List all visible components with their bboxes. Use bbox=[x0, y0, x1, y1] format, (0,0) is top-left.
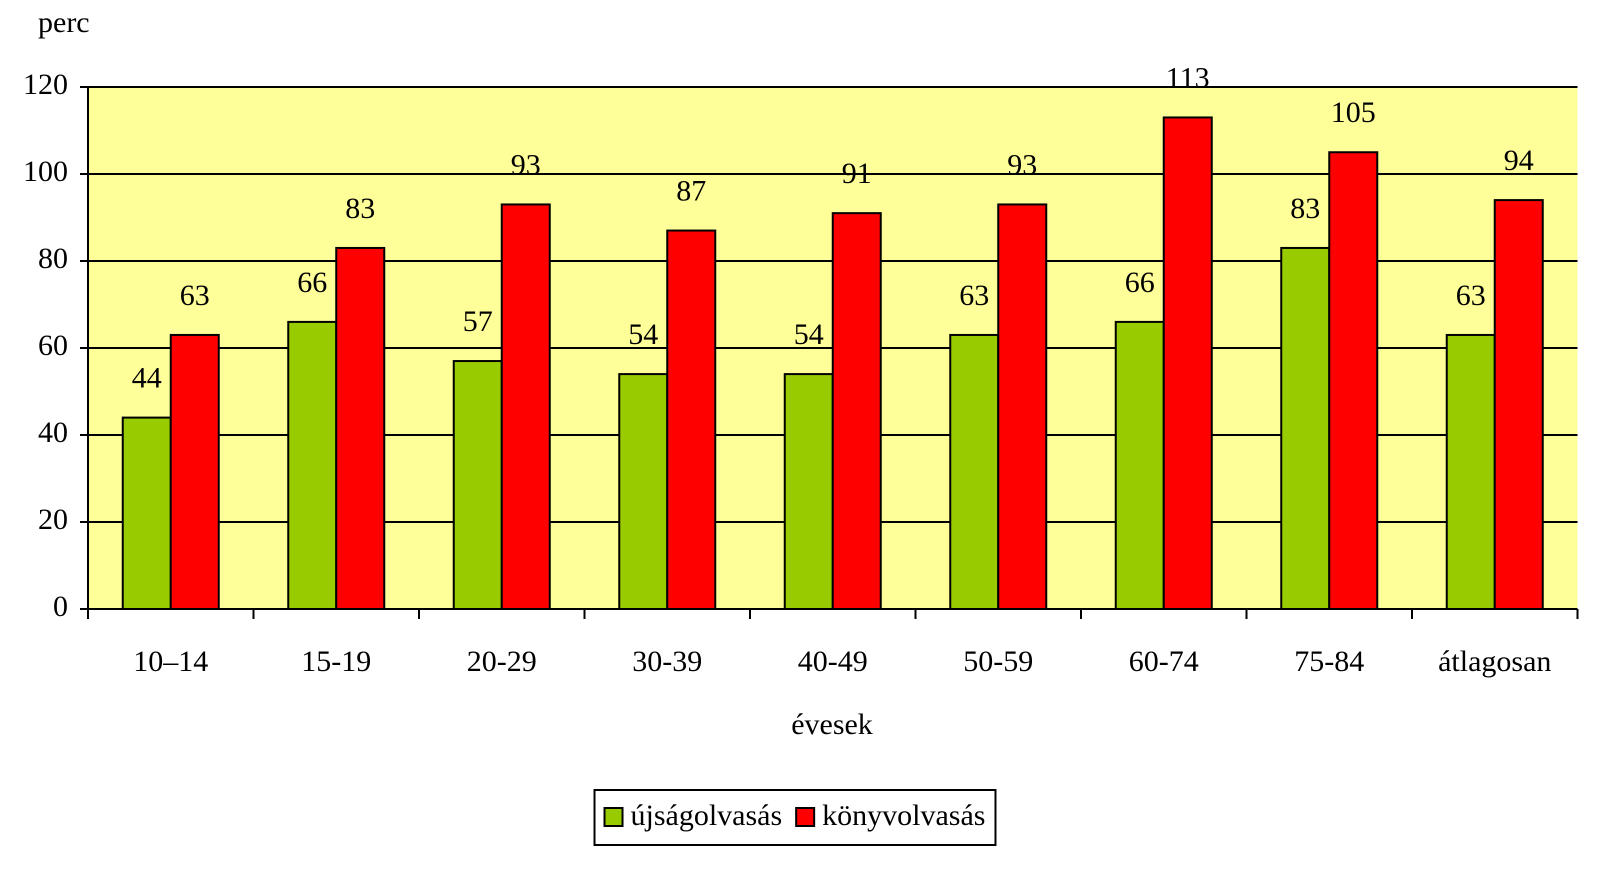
data-label: 54 bbox=[794, 318, 824, 351]
bar bbox=[618, 373, 669, 610]
data-label: 113 bbox=[1166, 61, 1210, 94]
y-tick-label: 100 bbox=[23, 155, 68, 188]
bar bbox=[831, 212, 882, 610]
data-label: 83 bbox=[1290, 192, 1320, 225]
y-tick-label: 120 bbox=[23, 68, 68, 101]
data-label: 63 bbox=[1456, 279, 1486, 312]
bar bbox=[1493, 199, 1544, 610]
y-tick-label: 20 bbox=[38, 503, 68, 536]
bar bbox=[335, 246, 386, 610]
bar bbox=[666, 229, 717, 611]
data-label: 66 bbox=[1125, 266, 1155, 299]
legend-swatch bbox=[795, 807, 816, 827]
data-label: 91 bbox=[842, 157, 872, 190]
data-label: 63 bbox=[959, 279, 989, 312]
bar bbox=[1445, 333, 1496, 610]
legend-label: könyvolvasás bbox=[822, 799, 985, 832]
x-tick-label: átlagosan bbox=[1438, 645, 1551, 678]
bar bbox=[287, 320, 338, 610]
y-tick-label: 0 bbox=[53, 590, 68, 623]
data-label: 63 bbox=[180, 279, 210, 312]
bar bbox=[1280, 246, 1331, 610]
y-axis-label: perc bbox=[38, 6, 90, 39]
bar bbox=[169, 333, 220, 610]
x-tick-label: 10–14 bbox=[133, 645, 208, 678]
bar bbox=[997, 203, 1048, 610]
bar bbox=[949, 333, 1000, 610]
x-tick-label: 15-19 bbox=[301, 645, 371, 678]
data-label: 94 bbox=[1504, 144, 1534, 177]
bar bbox=[1328, 151, 1379, 610]
data-label: 83 bbox=[345, 192, 375, 225]
x-axis-label: évesek bbox=[791, 708, 873, 741]
bar bbox=[500, 203, 551, 610]
data-label: 44 bbox=[132, 361, 162, 394]
bar bbox=[452, 360, 503, 610]
data-label: 93 bbox=[1007, 148, 1037, 181]
data-label: 105 bbox=[1331, 96, 1376, 129]
legend-label: újságolvasás bbox=[631, 799, 783, 832]
x-tick-label: 60-74 bbox=[1129, 645, 1199, 678]
x-tick-label: 30-39 bbox=[632, 645, 702, 678]
x-tick-label: 40-49 bbox=[798, 645, 868, 678]
bar bbox=[783, 373, 834, 610]
bar bbox=[121, 416, 172, 610]
data-label: 66 bbox=[297, 266, 327, 299]
bar bbox=[1162, 116, 1213, 610]
legend-swatch bbox=[603, 807, 624, 827]
x-tick-label: 50-59 bbox=[963, 645, 1033, 678]
y-tick-label: 60 bbox=[38, 329, 68, 362]
y-tick-label: 80 bbox=[38, 242, 68, 275]
data-label: 57 bbox=[463, 305, 493, 338]
data-label: 54 bbox=[628, 318, 658, 351]
y-tick-label: 40 bbox=[38, 416, 68, 449]
data-label: 87 bbox=[676, 174, 706, 207]
data-label: 93 bbox=[511, 148, 541, 181]
bar bbox=[1114, 320, 1165, 610]
legend bbox=[593, 789, 997, 846]
x-tick-label: 20-29 bbox=[467, 645, 537, 678]
x-tick-label: 75-84 bbox=[1294, 645, 1364, 678]
